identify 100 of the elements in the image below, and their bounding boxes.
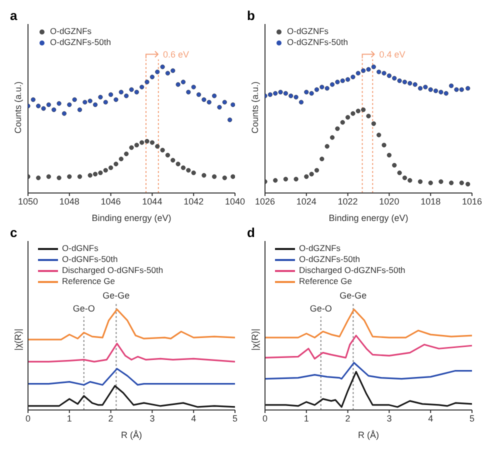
point [93, 172, 98, 176]
x-tick-label: 1048 [59, 196, 80, 206]
point [278, 90, 283, 94]
point [356, 108, 360, 114]
point [459, 180, 464, 186]
point [88, 173, 92, 178]
point [196, 92, 202, 97]
point [98, 170, 103, 176]
point [408, 178, 412, 183]
point [449, 180, 454, 186]
point [77, 108, 82, 112]
point [82, 100, 88, 104]
point [397, 170, 402, 176]
point [459, 87, 464, 92]
point [418, 179, 423, 184]
point [202, 97, 206, 102]
point [298, 100, 304, 104]
point [160, 64, 165, 70]
x-tick-label: 1044 [142, 196, 162, 206]
point [176, 162, 180, 166]
point [438, 179, 444, 184]
point [140, 140, 144, 145]
point [36, 176, 41, 180]
point [160, 148, 165, 152]
legend-label: O-dGNFs [62, 243, 98, 254]
point [56, 176, 62, 180]
y-axis-title: Counts (a.u.) [250, 81, 260, 134]
point [392, 76, 397, 80]
point [103, 168, 108, 173]
point [361, 68, 366, 73]
point [103, 100, 108, 104]
legend-label: O-dGZNFs-50th [50, 37, 111, 48]
point [186, 90, 191, 94]
point [386, 152, 392, 158]
point [118, 156, 124, 162]
point [283, 176, 288, 182]
point [170, 158, 176, 162]
point [418, 86, 423, 91]
point [376, 70, 382, 74]
point [67, 102, 72, 107]
point [72, 97, 77, 102]
point [222, 100, 227, 104]
point [466, 86, 470, 91]
x-tick-label: 1024 [296, 196, 316, 206]
point [273, 91, 278, 96]
legend-label: O-dGZNFs-50th [287, 37, 348, 48]
point [408, 81, 412, 86]
point [114, 97, 118, 102]
point [268, 92, 272, 97]
point [46, 102, 51, 107]
ref-line-label: Ge-O [310, 303, 332, 314]
x-tick-label: 4 [428, 413, 434, 424]
x-tick-label: 4 [191, 413, 196, 424]
point [98, 94, 103, 100]
point [428, 87, 433, 92]
y-axis-title: |χ(R)| [250, 328, 260, 350]
ref-line-label: Ge-O [72, 303, 95, 314]
chart-title: d [247, 225, 255, 240]
point [108, 166, 114, 170]
text: 0.6 eV [162, 49, 190, 60]
point [118, 90, 124, 94]
point [382, 70, 386, 76]
point [438, 90, 444, 94]
x-axis-title: Binding energy (eV) [328, 213, 408, 223]
point [314, 168, 320, 173]
point [129, 145, 134, 150]
point [324, 86, 330, 91]
point [466, 182, 470, 186]
point [124, 94, 129, 98]
point [88, 98, 92, 104]
point [361, 108, 366, 112]
point [444, 91, 448, 96]
point [150, 74, 154, 80]
point [366, 67, 371, 72]
point [423, 84, 428, 90]
point [366, 114, 371, 118]
point [212, 174, 217, 179]
x-tick-label: 2 [345, 413, 350, 424]
point [304, 174, 309, 179]
point [41, 106, 46, 111]
point [273, 178, 278, 183]
point [228, 118, 232, 122]
point [212, 94, 217, 98]
point [340, 120, 345, 125]
point [67, 174, 72, 179]
point [155, 70, 160, 74]
legend-label: Reference Ge [299, 276, 352, 287]
legend-label: O-dGZNFs [50, 26, 92, 37]
point [335, 126, 340, 131]
chart-title: c [10, 225, 18, 240]
y-axis-title: Counts (a.u.) [13, 81, 24, 134]
point [46, 174, 51, 179]
point [346, 115, 350, 120]
x-tick-label: 0 [262, 413, 268, 424]
ref-line-label: Ge-Ge [102, 290, 130, 300]
x-tick-label: 1022 [338, 196, 358, 206]
point [350, 111, 356, 116]
point [170, 68, 176, 73]
point [382, 142, 386, 148]
point [294, 94, 298, 100]
